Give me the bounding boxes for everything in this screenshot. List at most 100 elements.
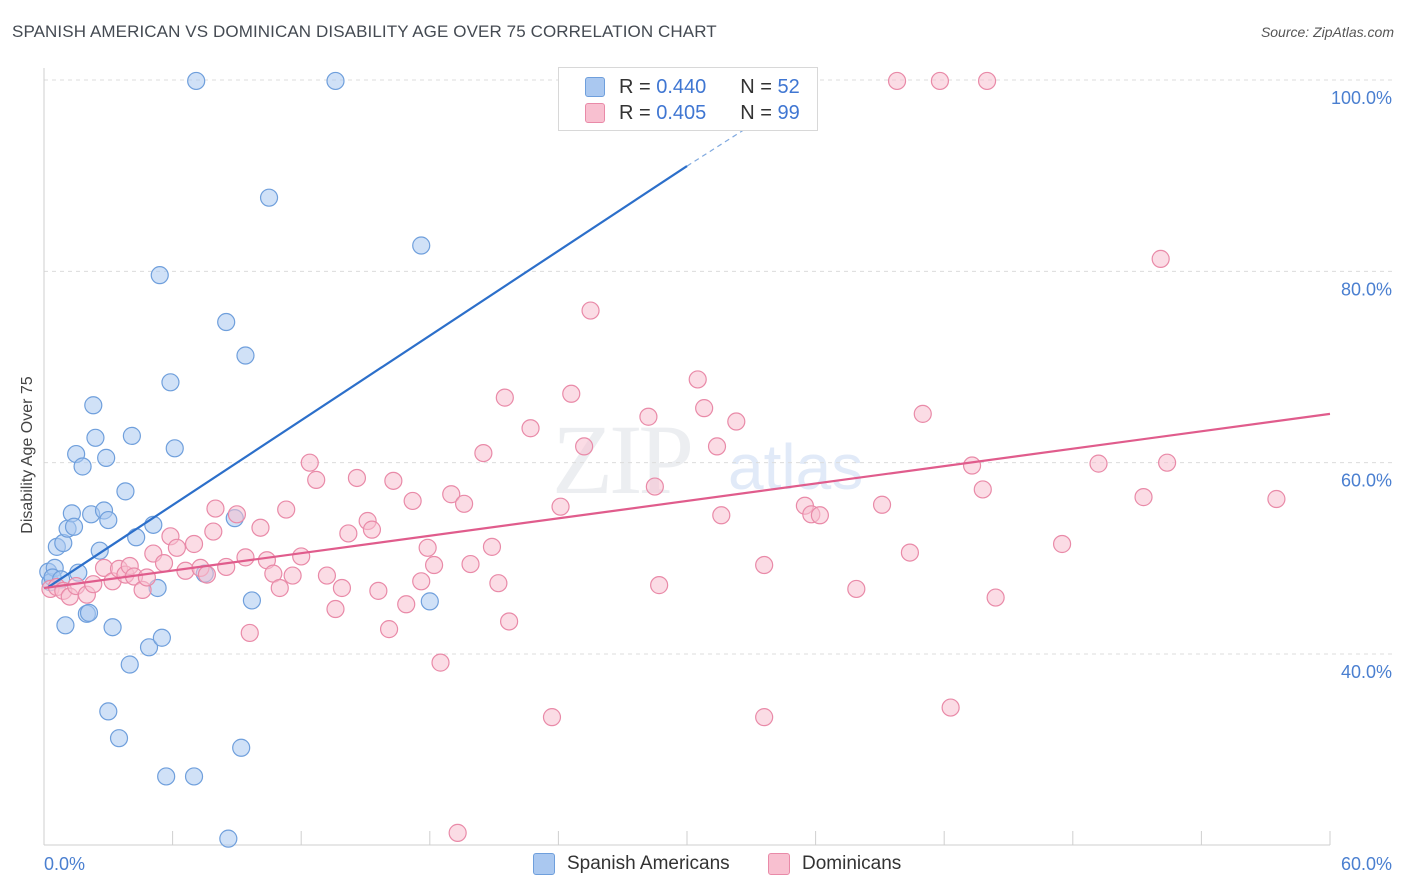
dominican-point [84,575,103,594]
spanish-american-point [152,628,171,647]
dominican-point [688,370,707,389]
dominican-point [887,71,907,91]
spanish-american-point [420,592,439,611]
dominican-point [1151,249,1170,268]
spanish-american-point [242,591,262,610]
dominican-point [403,491,422,511]
spanish-american-point [161,373,180,392]
spanish-american-point [412,236,431,255]
dominican-point [227,505,246,524]
spanish-american-point [120,655,139,674]
dominican-point [204,522,223,541]
legend-swatch-pink [768,853,790,875]
dominican-point [930,71,950,91]
spanish-american-point [99,702,118,721]
dominican-point [300,453,319,472]
spanish-american-point [84,396,103,415]
dominican-point [217,557,236,577]
dominican-point [872,495,892,514]
dominican-point [137,568,156,587]
spanish-american-point [127,528,146,547]
dominican-point [454,494,474,513]
dominican-point [167,538,186,557]
dominican-point [482,537,502,556]
dominican-point [448,823,467,842]
dominican-point [1267,489,1286,509]
dominican-point [581,301,600,320]
r-value: 0.405 [656,101,707,124]
spanish-american-point [79,603,99,622]
dominican-point [412,572,431,591]
legend-swatch-pink [585,103,605,123]
spanish-american-point [64,517,84,536]
dominican-point [941,698,960,717]
dominican-point [575,437,594,456]
dominican-point [755,708,774,727]
dominican-point [639,407,658,426]
dominican-point [397,595,416,614]
n-label: N = [740,75,772,98]
dominican-point [461,554,480,574]
dominican-point [431,653,450,672]
dominican-point [551,497,570,516]
dominican-point [707,437,727,456]
spanish-american-point [86,428,105,447]
dominican-point [645,477,664,496]
dominican-point [251,518,270,537]
spanish-american-point [157,767,176,786]
dominican-point [650,576,669,595]
dominican-point [283,566,302,585]
dominican-point [1134,488,1153,507]
dominican-point [521,419,540,438]
watermark-zip: ZIP [552,404,694,515]
spanish-american-point [109,729,129,748]
spanish-american-point [73,457,92,476]
y-tick-label: 80.0% [1341,279,1392,299]
spanish-american-point [99,510,118,530]
dominican-point [326,599,345,619]
trendline-spanish-americans [47,165,688,588]
legend-row-dominicans: R = 0.405 N = 99 [585,101,800,125]
spanish-american-point [326,71,345,91]
spanish-american-point [187,71,206,91]
dominican-point [847,579,866,599]
dominican-point [500,612,519,631]
spanish-american-point [217,312,236,332]
dominican-point [977,71,997,91]
spanish-american-point [232,738,251,757]
chart-title: SPANISH AMERICAN VS DOMINICAN DISABILITY… [12,22,717,41]
spanish-american-point [139,638,159,657]
spanish-american-point [97,448,116,467]
dominican-point [474,444,493,463]
spanish-american-point [219,829,238,848]
y-tick-label: 100.0% [1331,88,1392,108]
legend-row-spanish-americans: R = 0.440 N = 52 [585,75,800,99]
correlation-legend: R = 0.440 N = 52 R = 0.405 N = 99 [558,67,818,131]
dominican-point [154,554,174,573]
legend-label: Dominicans [802,853,902,874]
dominican-point [384,471,403,490]
dominican-point [292,547,311,566]
dominican-point [1158,453,1177,472]
r-label: R = [619,101,651,124]
x-tick-label: 0.0% [44,854,85,874]
dominican-point [206,499,225,518]
dominican-point [1089,454,1108,473]
legend-item-dominicans: Dominicans [768,851,901,877]
dominican-point [962,456,982,475]
dominican-point [317,566,337,585]
dominican-point [270,578,289,598]
legend-item-spanish-americans: Spanish Americans [533,851,730,877]
trendline-dominicans [43,412,1331,590]
dominican-point [810,506,829,525]
dominican-point [712,506,731,525]
legend-swatch-blue [585,77,605,97]
spanish-american-point [122,426,141,445]
dominican-point [184,534,204,554]
x-tick-label: 60.0% [1341,854,1392,874]
dominican-point [973,480,992,499]
spanish-american-point [56,616,75,635]
spanish-american-point [150,266,169,285]
n-label: N = [740,101,772,124]
